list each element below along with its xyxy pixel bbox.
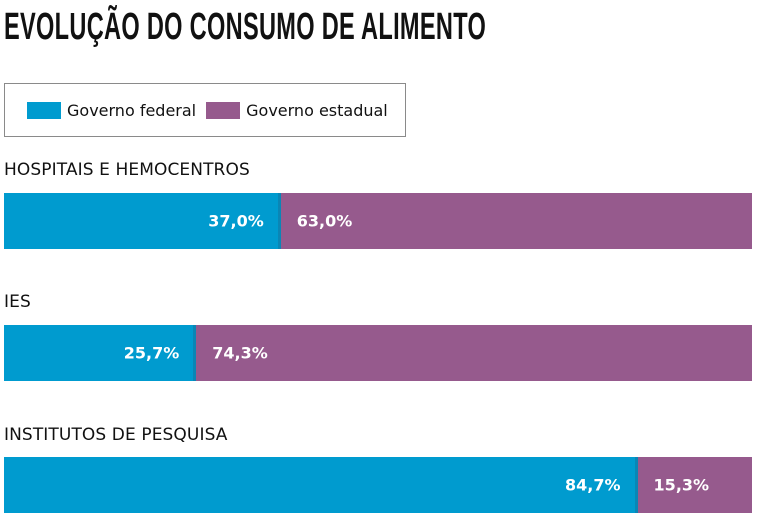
legend-item-federal: Governo federal [27, 101, 196, 120]
legend-swatch-federal [27, 101, 61, 119]
legend-item-estadual: Governo estadual [206, 101, 388, 120]
legend-label-estadual: Governo estadual [246, 100, 388, 120]
data-label-federal: 37,0% [208, 211, 264, 231]
bar-institutos: 84,7% 15,3% [4, 457, 752, 513]
bar-ies: 25,7% 74,3% [4, 325, 752, 381]
bar-segment-federal: 84,7% [4, 457, 638, 513]
legend-swatch-estadual [206, 101, 241, 119]
bar-segment-federal: 37,0% [4, 193, 281, 249]
data-label-estadual: 63,0% [296, 211, 353, 231]
bar-segment-estadual: 63,0% [280, 193, 752, 249]
chart-title: EVOLUÇÃO DO CONSUMO DE ALIMENTO [4, 6, 487, 48]
category-label-ies: IES [4, 292, 31, 312]
data-label-estadual: 15,3% [653, 475, 710, 495]
data-label-estadual: 74,3% [212, 343, 268, 363]
bar-segment-federal: 25,7% [4, 325, 197, 381]
legend: Governo federal Governo estadual [4, 83, 406, 137]
bar-hospitais: 37,0% 63,0% [4, 193, 752, 249]
bar-segment-estadual: 74,3% [196, 325, 752, 381]
bar-segment-estadual: 15,3% [637, 457, 752, 513]
data-label-federal: 25,7% [123, 343, 180, 363]
legend-label-federal: Governo federal [67, 100, 197, 120]
data-label-federal: 84,7% [565, 475, 621, 495]
category-label-hospitais: HOSPITAIS E HEMOCENTROS [4, 160, 250, 180]
category-label-institutos: INSTITUTOS DE PESQUISA [4, 425, 228, 445]
